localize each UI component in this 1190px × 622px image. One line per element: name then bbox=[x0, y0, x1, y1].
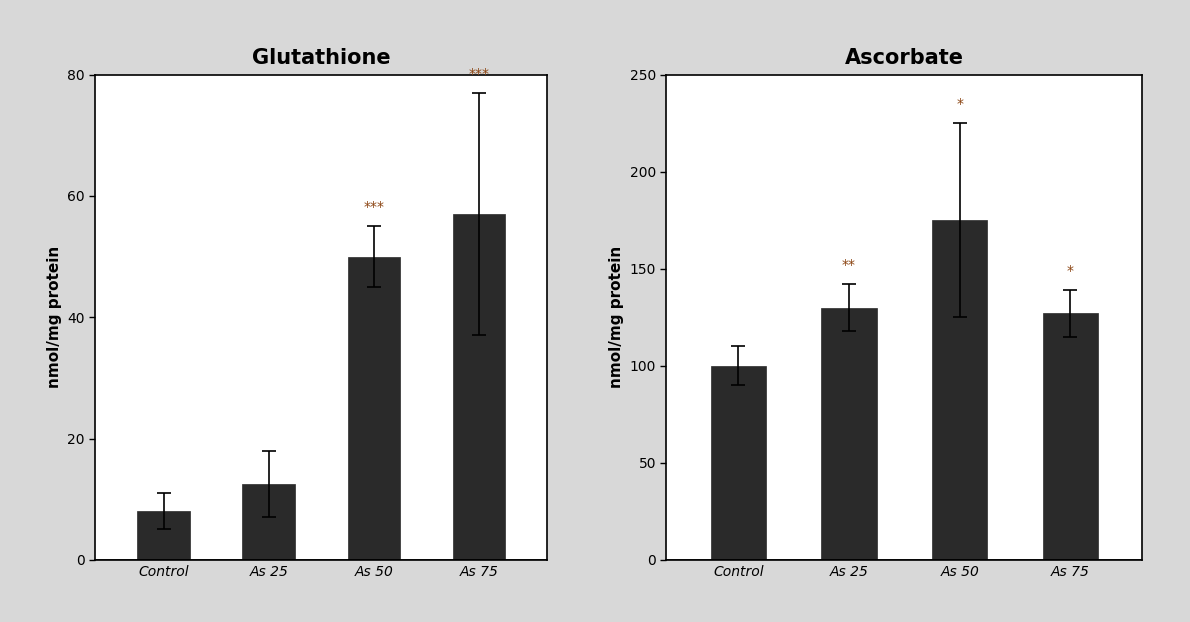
Text: *: * bbox=[957, 97, 963, 111]
Bar bbox=[137, 511, 190, 560]
Bar bbox=[821, 307, 877, 560]
Text: ***: *** bbox=[469, 67, 489, 81]
Text: **: ** bbox=[843, 258, 856, 272]
Y-axis label: nmol/mg protein: nmol/mg protein bbox=[46, 246, 62, 388]
Bar bbox=[932, 220, 988, 560]
Bar bbox=[243, 484, 295, 560]
Text: *: * bbox=[1067, 264, 1073, 278]
Bar bbox=[1042, 313, 1098, 560]
Bar bbox=[347, 256, 400, 560]
Text: ***: *** bbox=[363, 200, 384, 214]
Title: Ascorbate: Ascorbate bbox=[845, 47, 964, 68]
Y-axis label: nmol/mg protein: nmol/mg protein bbox=[609, 246, 624, 388]
Bar bbox=[710, 366, 766, 560]
Bar bbox=[452, 214, 506, 560]
Title: Glutathione: Glutathione bbox=[252, 47, 390, 68]
